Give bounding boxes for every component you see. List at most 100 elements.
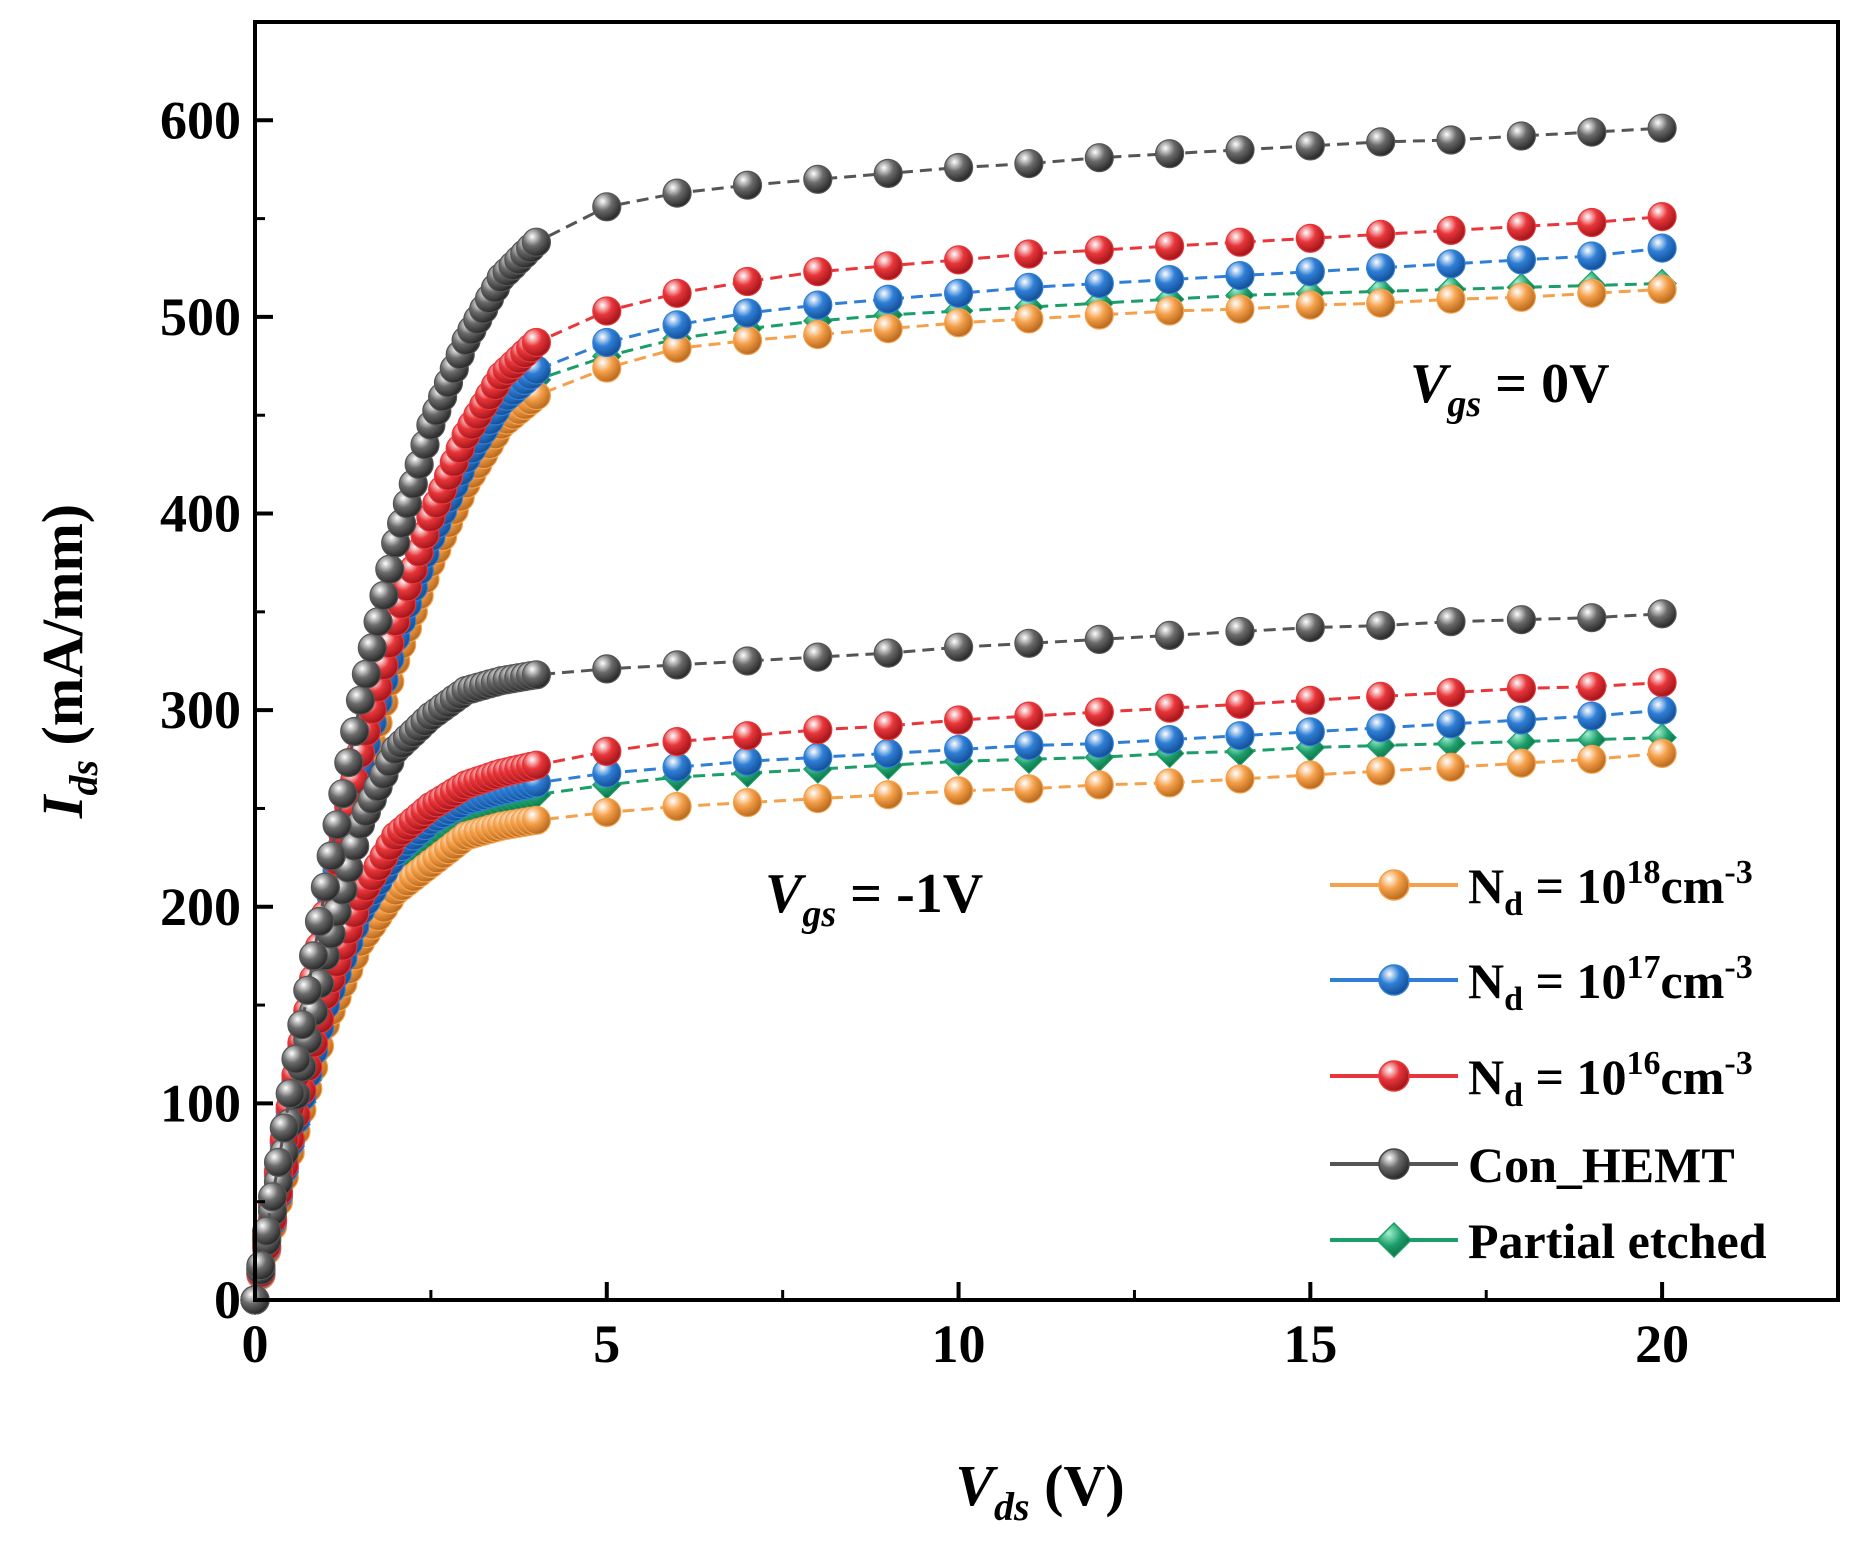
- svg-text:Nd = 1017cm-3: Nd = 1017cm-3: [1468, 949, 1753, 1018]
- data-point-3-vgs0-8: [287, 1010, 317, 1040]
- data-point-3-vgs0-17: [340, 716, 370, 747]
- data-point-2-vgs0-60: [1366, 219, 1396, 249]
- plot-area: [240, 113, 1677, 1315]
- data-point-1-vgsm1-58: [1225, 721, 1255, 751]
- data-point-1-vgs0-63: [1577, 241, 1607, 271]
- data-point-2-vgsm1-62: [1506, 673, 1537, 704]
- data-point-1-vgs0-60: [1366, 253, 1396, 283]
- annotation-vgs-m1-main: V: [765, 863, 807, 925]
- data-point-3-vgsm1-60: [1366, 610, 1396, 641]
- data-point-1-vgsm1-61: [1436, 709, 1466, 739]
- data-point-2-vgs0-56: [1084, 235, 1114, 265]
- data-point-3-vgs0-48: [521, 227, 552, 257]
- x-tick-label-1: 5: [593, 1314, 620, 1374]
- data-point-3-vgsm1-62: [1506, 605, 1537, 635]
- data-point-0-vgs0-51: [732, 325, 763, 356]
- series-3-vgsm1: [240, 599, 1677, 1315]
- data-point-0-vgsm1-64: [1647, 738, 1677, 769]
- legend-marker-partial-etched: [1375, 1221, 1413, 1259]
- x-tick-label-3: 15: [1283, 1314, 1337, 1374]
- data-point-3-vgs0-10: [299, 941, 329, 971]
- data-point-3-vgsm1-50: [662, 650, 692, 680]
- data-point-3-vgs0-57: [1154, 139, 1185, 169]
- data-point-3-vgs0-12: [310, 872, 340, 902]
- x-label-sub: ds: [994, 1484, 1030, 1529]
- data-point-3-vgsm1-52: [803, 642, 833, 672]
- legend-item-nd16: Nd = 1016cm-3: [1330, 1045, 1753, 1114]
- data-point-3-vgsm1-49: [592, 654, 622, 684]
- legend-nd18-mid: = 10: [1523, 858, 1627, 914]
- annotation-vgs-0-rest: = 0V: [1481, 353, 1609, 415]
- data-point-1-vgs0-49: [592, 327, 622, 358]
- data-point-1-vgs0-54: [943, 278, 974, 308]
- data-point-1-vgs0-55: [1014, 272, 1044, 302]
- annotation-vgs-0: Vgs = 0V: [1410, 353, 1610, 425]
- data-point-0-vgs0-53: [873, 314, 903, 344]
- data-point-0-vgs0-52: [803, 320, 833, 350]
- data-point-3-vgsm1-58: [1225, 616, 1255, 647]
- data-point-2-vgsm1-49: [592, 736, 622, 767]
- legend-nd16-mid: = 10: [1523, 1049, 1627, 1105]
- data-point-0-vgsm1-50: [662, 791, 692, 822]
- data-point-3-vgs0-3: [258, 1182, 288, 1212]
- data-point-2-vgs0-51: [732, 266, 763, 297]
- y-tick-label-2: 200: [160, 877, 241, 937]
- data-point-2-vgsm1-53: [873, 711, 903, 741]
- data-point-3-vgs0-19: [351, 659, 381, 689]
- data-point-3-vgsm1-56: [1084, 624, 1114, 655]
- plot-frame: [253, 20, 1840, 1302]
- data-point-2-vgs0-64: [1647, 202, 1677, 232]
- data-point-2-vgsm1-63: [1577, 671, 1607, 702]
- data-point-2-vgsm1-61: [1436, 677, 1466, 708]
- data-point-0-vgsm1-49: [592, 797, 622, 828]
- data-point-1-vgs0-53: [873, 284, 903, 314]
- legend-nd18-base: N: [1468, 858, 1504, 914]
- data-point-3-vgsm1-64: [1647, 599, 1677, 629]
- y-tick-label-4: 400: [160, 484, 241, 544]
- data-point-3-vgs0-50: [662, 178, 692, 208]
- data-point-3-vgs0-23: [375, 554, 405, 584]
- data-point-0-vgs0-62: [1506, 282, 1537, 312]
- data-point-3-vgs0-54: [943, 152, 974, 183]
- y-label-sub: ds: [61, 760, 106, 796]
- legend-nd18-sup2: -3: [1724, 854, 1752, 891]
- data-point-2-vgs0-63: [1577, 207, 1607, 238]
- series-3-vgs0: [240, 113, 1677, 1315]
- data-point-3-vgs0-20: [357, 633, 387, 663]
- data-point-2-vgs0-61: [1436, 215, 1466, 245]
- data-point-0-vgs0-63: [1577, 278, 1607, 308]
- y-tick-label-1: 100: [160, 1073, 241, 1133]
- y-tick-label-3: 300: [160, 680, 241, 740]
- legend-nd16-sup2: -3: [1724, 1045, 1752, 1082]
- data-point-3-vgs0-4: [263, 1147, 294, 1178]
- data-point-0-vgsm1-63: [1577, 744, 1607, 774]
- data-point-2-vgs0-59: [1295, 223, 1325, 253]
- data-point-2-vgs0-50: [662, 278, 692, 308]
- data-point-2-vgsm1-51: [732, 721, 763, 751]
- data-point-0-vgs0-49: [592, 353, 622, 383]
- annotation-vgs-0-main: V: [1410, 353, 1452, 415]
- data-point-1-vgsm1-63: [1577, 701, 1607, 731]
- data-point-3-vgs0-5: [269, 1113, 299, 1143]
- y-tick-label-0: 0: [214, 1270, 241, 1330]
- data-point-0-vgs0-61: [1436, 284, 1466, 314]
- data-point-0-vgsm1-52: [803, 783, 833, 814]
- x-axis-label: Vds (V): [955, 1453, 1124, 1529]
- data-point-3-vgs0-7: [281, 1044, 311, 1074]
- data-point-0-vgsm1-62: [1506, 748, 1537, 778]
- legend-nd16-sub: d: [1504, 1077, 1523, 1114]
- data-point-3-vgs0-49: [592, 192, 622, 222]
- data-point-1-vgsm1-62: [1506, 705, 1537, 735]
- data-point-3-vgs0-1: [246, 1250, 276, 1281]
- data-point-2-vgsm1-59: [1295, 685, 1325, 715]
- data-point-1-vgs0-62: [1506, 245, 1537, 275]
- data-point-3-vgsm1-63: [1577, 603, 1607, 633]
- data-point-1-vgsm1-56: [1084, 728, 1114, 759]
- y-tick-label-5: 500: [160, 287, 241, 347]
- data-point-3-vgs0-18: [345, 685, 376, 715]
- x-label-unit: (V): [1030, 1453, 1125, 1518]
- y-label-main: I: [30, 793, 95, 819]
- data-point-1-vgs0-50: [662, 310, 692, 340]
- x-label-main: V: [955, 1453, 998, 1518]
